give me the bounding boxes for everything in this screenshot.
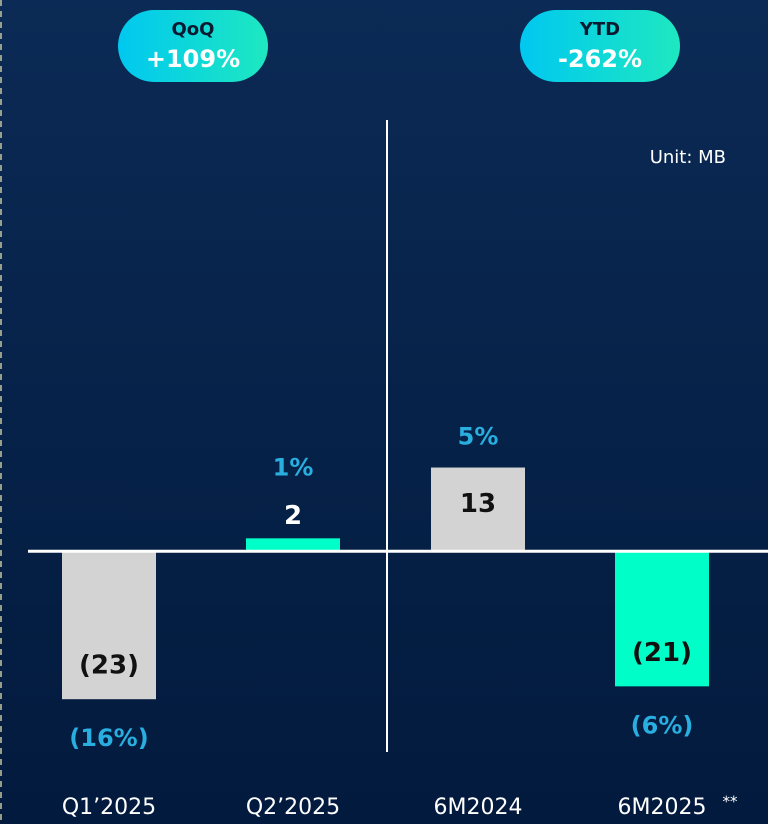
badge-value: +109% (146, 45, 240, 73)
x-tick-label: Q1’2025 (62, 795, 156, 820)
x-tick-label: 6M2024 (434, 795, 523, 820)
value-label: 2 (284, 501, 302, 531)
value-label: (23) (79, 651, 139, 681)
value-label: 13 (460, 489, 496, 519)
percent-label: (6%) (631, 711, 694, 739)
badge-title: QoQ (172, 19, 215, 40)
percent-label: (16%) (69, 724, 148, 752)
percent-label: 1% (273, 453, 314, 481)
bar (431, 467, 525, 552)
annotation: ** (723, 793, 739, 811)
bar (62, 551, 156, 700)
percent-label: 5% (458, 423, 499, 451)
bar (246, 538, 340, 552)
bar (615, 551, 709, 687)
badge (520, 10, 680, 82)
x-tick-label: 6M2025 (618, 795, 707, 820)
badge-title: YTD (579, 19, 620, 40)
value-label: (21) (632, 638, 692, 668)
unit-label: Unit: MB (650, 147, 726, 168)
x-tick-label: Q2’2025 (246, 795, 340, 820)
badge-value: -262% (558, 45, 642, 73)
badge (118, 10, 268, 82)
